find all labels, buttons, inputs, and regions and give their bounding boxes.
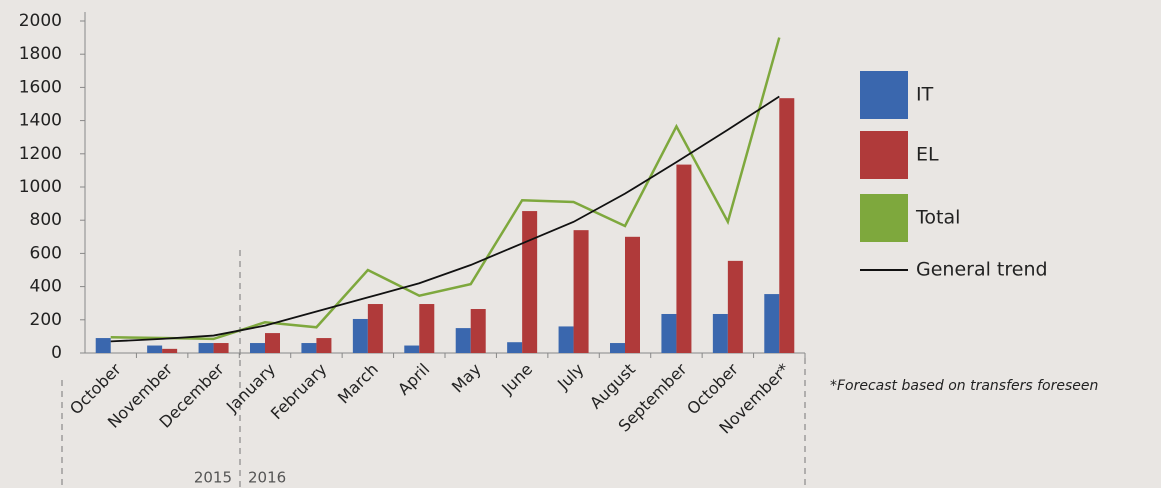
y-tick-label: 0 [51, 343, 62, 363]
bar [522, 211, 538, 353]
legend-label: IT [916, 84, 934, 106]
bar [727, 260, 743, 353]
bar [352, 318, 368, 353]
bar [455, 328, 471, 353]
legend-label: EL [916, 144, 939, 166]
bar [507, 342, 523, 353]
bar [558, 326, 574, 353]
bar [265, 333, 280, 353]
bar [404, 345, 420, 353]
y-tick-label: 200 [30, 310, 62, 330]
bar [712, 313, 728, 353]
bar [661, 313, 677, 353]
legend-swatch [860, 194, 908, 242]
bar [301, 343, 317, 353]
y-tick-label: 1800 [19, 44, 62, 64]
bar [573, 230, 589, 353]
legend-swatch [860, 131, 908, 179]
y-tick-label: 1000 [19, 177, 62, 197]
y-tick-label: 1600 [19, 77, 62, 97]
legend-swatch [860, 71, 908, 119]
year-label: 2016 [248, 469, 286, 487]
bar [95, 338, 111, 353]
bar [147, 345, 163, 353]
year-label: 2015 [194, 469, 232, 487]
bar [610, 343, 625, 353]
bar [470, 309, 486, 353]
x-tick-label: February [267, 360, 331, 424]
y-tick-label: 2000 [19, 11, 62, 31]
y-tick-label: 600 [30, 243, 62, 263]
footnote: *Forecast based on transfers foreseen [830, 378, 1098, 394]
line [110, 95, 780, 343]
bar [213, 343, 229, 353]
bar [625, 236, 640, 353]
x-tick-label: July [553, 360, 587, 394]
bar [764, 294, 780, 353]
x-tick-label: May [448, 360, 485, 397]
x-tick-label: June [497, 360, 536, 399]
line [110, 37, 781, 341]
bar [198, 343, 214, 353]
legend-label: General trend [916, 259, 1048, 281]
y-tick-label: 800 [30, 210, 62, 230]
bar [367, 304, 383, 353]
bar [419, 304, 435, 353]
bar [676, 164, 692, 353]
legend-label: Total [915, 207, 960, 229]
bar [316, 338, 332, 353]
y-tick-label: 1400 [19, 111, 62, 131]
bar [779, 98, 795, 353]
y-tick-label: 1200 [19, 144, 62, 164]
bar [162, 348, 178, 353]
x-tick-label: April [394, 360, 433, 399]
y-tick-label: 400 [30, 277, 62, 297]
bar [250, 343, 265, 353]
x-tick-label: March [334, 360, 382, 408]
